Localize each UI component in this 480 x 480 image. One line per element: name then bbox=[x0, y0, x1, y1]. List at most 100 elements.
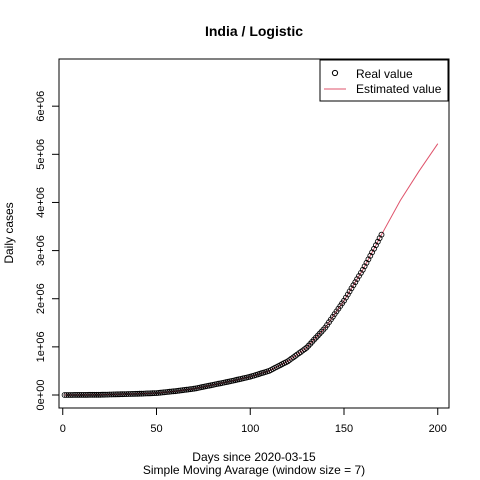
real-value-point bbox=[97, 391, 104, 398]
real-value-point bbox=[146, 390, 152, 397]
real-value-point bbox=[369, 249, 376, 256]
x-axis-label: Days since 2020-03-15 bbox=[192, 450, 316, 464]
real-value-point bbox=[65, 392, 72, 398]
real-value-point bbox=[142, 390, 149, 397]
real-value-point bbox=[82, 391, 89, 398]
real-value-point bbox=[189, 386, 196, 392]
real-value-point bbox=[112, 391, 119, 398]
real-value-point bbox=[344, 291, 351, 298]
real-value-point bbox=[342, 294, 349, 301]
real-value-point bbox=[125, 391, 132, 397]
real-value-point bbox=[99, 391, 105, 398]
real-value-point bbox=[215, 380, 222, 387]
real-value-point bbox=[292, 352, 299, 359]
real-value-point bbox=[104, 391, 111, 398]
real-value-point bbox=[187, 386, 194, 393]
real-value-point bbox=[140, 390, 147, 397]
real-value-point bbox=[162, 389, 169, 396]
real-value-point bbox=[80, 391, 87, 398]
real-value-point bbox=[320, 326, 327, 333]
y-axis: 0e+00 1e+06 2e+06 3e+06 4e+06 5e+06 6e+06 bbox=[35, 91, 60, 411]
real-value-point bbox=[132, 390, 139, 397]
real-value-point bbox=[181, 386, 188, 393]
real-value-point bbox=[71, 391, 77, 398]
real-value-point bbox=[307, 340, 314, 347]
real-value-point bbox=[151, 390, 158, 397]
real-value-point bbox=[153, 390, 160, 397]
real-value-point bbox=[303, 344, 310, 351]
real-series bbox=[61, 231, 385, 398]
real-value-point bbox=[357, 269, 364, 276]
real-value-point bbox=[312, 334, 319, 341]
real-value-point bbox=[164, 388, 171, 395]
real-value-point bbox=[359, 266, 366, 273]
real-value-point bbox=[311, 336, 317, 343]
estimated-value-line bbox=[64, 143, 439, 396]
real-value-point bbox=[144, 390, 151, 397]
real-value-point bbox=[376, 235, 383, 242]
estimated-series bbox=[64, 143, 439, 396]
x-axis: 0 50 100 150 200 bbox=[60, 407, 447, 435]
real-value-point bbox=[159, 389, 166, 396]
real-value-point bbox=[134, 390, 141, 397]
real-value-point bbox=[176, 387, 182, 394]
real-value-point bbox=[103, 391, 109, 398]
real-value-point bbox=[314, 332, 321, 339]
legend-estimated-label: Estimated value bbox=[356, 82, 442, 96]
real-value-point bbox=[121, 391, 128, 398]
legend: Real value Estimated value bbox=[319, 59, 449, 102]
real-value-point bbox=[74, 391, 81, 398]
real-value-point bbox=[204, 383, 211, 389]
y-tick-label: 1e+06 bbox=[35, 331, 47, 362]
real-value-point bbox=[95, 391, 102, 398]
real-value-point bbox=[84, 391, 90, 398]
y-axis-label: Daily cases bbox=[2, 202, 16, 263]
real-value-point bbox=[348, 285, 355, 292]
real-value-point bbox=[138, 390, 145, 397]
x-axis-subtitle: Simple Moving Avarage (window size = 7) bbox=[143, 463, 365, 477]
real-value-point bbox=[168, 388, 175, 395]
y-tick-label: 4e+06 bbox=[35, 187, 47, 218]
real-value-point bbox=[284, 358, 291, 365]
real-value-point bbox=[86, 391, 92, 398]
x-tick-label: 50 bbox=[150, 423, 162, 435]
real-value-point bbox=[185, 386, 192, 393]
real-value-point bbox=[177, 387, 184, 394]
real-value-point bbox=[166, 388, 173, 395]
real-value-point bbox=[131, 390, 137, 397]
real-value-point bbox=[108, 391, 115, 398]
y-tick-label: 3e+06 bbox=[35, 235, 47, 266]
real-value-point bbox=[78, 391, 85, 398]
real-value-point bbox=[191, 385, 197, 392]
legend-real-marker bbox=[331, 69, 339, 77]
real-value-point bbox=[129, 390, 136, 397]
real-value-point bbox=[356, 273, 362, 279]
legend-box bbox=[319, 59, 449, 102]
real-value-point bbox=[161, 389, 167, 396]
real-value-point bbox=[346, 288, 353, 295]
x-tick-label: 200 bbox=[429, 423, 447, 435]
y-tick-label: 0e+00 bbox=[35, 380, 47, 411]
x-tick-label: 0 bbox=[60, 423, 66, 435]
real-value-point bbox=[361, 263, 368, 270]
real-value-point bbox=[147, 390, 154, 397]
real-value-point bbox=[170, 388, 177, 395]
real-value-point bbox=[372, 242, 379, 249]
real-value-point bbox=[299, 347, 306, 354]
real-value-point bbox=[110, 391, 117, 398]
real-value-point bbox=[67, 392, 74, 398]
real-value-point bbox=[116, 391, 122, 398]
real-value-point bbox=[341, 297, 347, 304]
real-value-point bbox=[149, 390, 156, 397]
real-value-point bbox=[363, 259, 370, 266]
real-value-point bbox=[88, 391, 94, 398]
real-value-point bbox=[157, 389, 164, 396]
real-value-point bbox=[352, 279, 359, 286]
real-value-point bbox=[76, 391, 83, 398]
real-value-point bbox=[127, 391, 134, 397]
real-value-point bbox=[93, 391, 100, 398]
real-value-point bbox=[305, 342, 312, 349]
chart-title: India / Logistic bbox=[205, 23, 303, 39]
real-value-point bbox=[136, 390, 143, 397]
real-value-point bbox=[374, 238, 381, 245]
